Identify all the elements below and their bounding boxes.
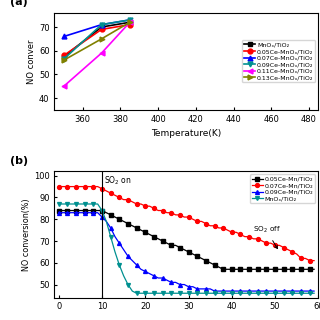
0.11Ce-MnOₓ/TiO₂ [128, 20, 132, 24]
0.13Ce-MnOₓ/TiO₂ [62, 58, 66, 62]
MnOₓ/TiO₂ [148, 291, 152, 295]
0.09Ce-Mn/TiO₂ [57, 211, 61, 215]
0.09Ce-Mn/TiO₂ [122, 248, 125, 252]
MnOₓ/TiO₂ [221, 291, 225, 295]
0.05Ce-Mn/TiO₂ [57, 209, 61, 212]
0.05Ce-Mn/TiO₂ [122, 220, 125, 223]
MnOₓ/TiO₂ [100, 25, 103, 29]
MnOₓ/TiO₂ [135, 291, 139, 295]
0.05Ce-MnOₓ/TiO₂ [100, 28, 103, 31]
0.09Ce-Mn/TiO₂ [221, 289, 225, 293]
0.11Ce-MnOₓ/TiO₂ [62, 84, 66, 88]
Line: MnOₓ/TiO₂: MnOₓ/TiO₂ [61, 20, 132, 59]
Text: (b): (b) [10, 156, 28, 166]
0.05Ce-MnOₓ/TiO₂ [62, 53, 66, 57]
Y-axis label: NO conver: NO conver [27, 39, 36, 84]
0.09Ce-Mn/TiO₂ [130, 259, 134, 262]
MnOₓ/TiO₂ [312, 291, 316, 295]
0.09Ce-Mn/TiO₂ [139, 268, 143, 271]
Line: 0.05Ce-Mn/TiO₂: 0.05Ce-Mn/TiO₂ [57, 209, 316, 271]
0.05Ce-Mn/TiO₂ [139, 228, 143, 232]
0.05Ce-Mn/TiO₂ [221, 268, 225, 271]
0.07Ce-MnOₓ/TiO₂ [100, 23, 103, 27]
0.05Ce-Mn/TiO₂ [100, 209, 104, 212]
X-axis label: Temperature(K): Temperature(K) [151, 129, 221, 138]
0.09Ce-MnOₓ/TiO₂ [62, 57, 66, 61]
0.07Ce-Mn/TiO₂ [217, 226, 221, 230]
Text: (a): (a) [10, 0, 27, 7]
0.07Ce-Mn/TiO₂ [139, 202, 143, 206]
MnOₓ/TiO₂ [130, 289, 134, 293]
MnOₓ/TiO₂ [57, 202, 61, 206]
MnOₓ/TiO₂ [62, 55, 66, 59]
Legend: MnOₓ/TiO₂, 0.05Ce-MnOₓ/TiO₂, 0.07Ce-MnOₓ/TiO₂, 0.09Ce-MnOₓ/TiO₂, 0.11Ce-MnOₓ/TiO: MnOₓ/TiO₂, 0.05Ce-MnOₓ/TiO₂, 0.07Ce-MnOₓ… [242, 40, 315, 83]
0.05Ce-Mn/TiO₂ [217, 265, 221, 269]
0.09Ce-Mn/TiO₂ [212, 289, 216, 293]
0.07Ce-Mn/TiO₂ [143, 204, 147, 208]
MnOₓ/TiO₂ [122, 274, 125, 278]
0.07Ce-Mn/TiO₂ [130, 200, 134, 204]
Line: 0.09Ce-Mn/TiO₂: 0.09Ce-Mn/TiO₂ [57, 211, 316, 293]
0.05Ce-Mn/TiO₂ [130, 224, 134, 228]
0.09Ce-MnOₓ/TiO₂ [100, 23, 103, 27]
0.13Ce-MnOₓ/TiO₂ [128, 20, 132, 24]
Line: 0.11Ce-MnOₓ/TiO₂: 0.11Ce-MnOₓ/TiO₂ [61, 20, 132, 89]
0.09Ce-Mn/TiO₂ [100, 215, 104, 219]
0.11Ce-MnOₓ/TiO₂ [100, 51, 103, 55]
MnOₓ/TiO₂ [143, 291, 147, 295]
0.07Ce-MnOₓ/TiO₂ [128, 18, 132, 22]
0.05Ce-Mn/TiO₂ [143, 230, 147, 234]
0.07Ce-Mn/TiO₂ [308, 259, 312, 262]
0.07Ce-Mn/TiO₂ [100, 187, 104, 191]
Line: 0.13Ce-MnOₓ/TiO₂: 0.13Ce-MnOₓ/TiO₂ [61, 20, 132, 63]
MnOₓ/TiO₂ [128, 20, 132, 24]
0.07Ce-Mn/TiO₂ [57, 185, 61, 188]
Text: SO$_2$ on: SO$_2$ on [104, 175, 132, 187]
Text: SO$_2$ off: SO$_2$ off [252, 225, 280, 249]
0.13Ce-MnOₓ/TiO₂ [100, 37, 103, 41]
Line: 0.09Ce-MnOₓ/TiO₂: 0.09Ce-MnOₓ/TiO₂ [61, 18, 132, 61]
0.09Ce-Mn/TiO₂ [312, 289, 316, 293]
0.09Ce-Mn/TiO₂ [143, 269, 147, 273]
0.05Ce-MnOₓ/TiO₂ [128, 23, 132, 27]
0.05Ce-Mn/TiO₂ [312, 268, 316, 271]
0.07Ce-Mn/TiO₂ [312, 259, 316, 262]
0.07Ce-Mn/TiO₂ [122, 198, 125, 202]
0.07Ce-MnOₓ/TiO₂ [62, 35, 66, 38]
MnOₓ/TiO₂ [100, 209, 104, 212]
Line: 0.07Ce-MnOₓ/TiO₂: 0.07Ce-MnOₓ/TiO₂ [61, 18, 132, 39]
Line: MnOₓ/TiO₂: MnOₓ/TiO₂ [57, 202, 316, 295]
Line: 0.05Ce-MnOₓ/TiO₂: 0.05Ce-MnOₓ/TiO₂ [61, 22, 132, 58]
0.09Ce-MnOₓ/TiO₂ [128, 18, 132, 22]
Line: 0.07Ce-Mn/TiO₂: 0.07Ce-Mn/TiO₂ [57, 185, 316, 262]
Y-axis label: NO conversion(%): NO conversion(%) [22, 198, 31, 271]
Legend: 0.05Ce-Mn/TiO₂, 0.07Ce-Mn/TiO₂, 0.09Ce-Mn/TiO₂, MnOₓ/TiO₂: 0.05Ce-Mn/TiO₂, 0.07Ce-Mn/TiO₂, 0.09Ce-M… [250, 174, 315, 204]
